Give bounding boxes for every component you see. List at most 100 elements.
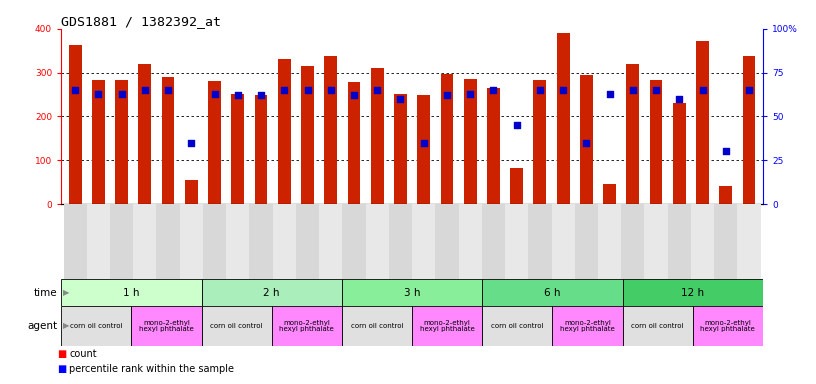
Bar <box>115 79 128 204</box>
Bar <box>435 204 459 279</box>
Bar <box>162 77 175 204</box>
Bar <box>255 95 268 204</box>
Bar <box>319 204 343 279</box>
Bar <box>202 306 272 346</box>
Bar <box>272 306 342 346</box>
Bar <box>673 103 685 204</box>
Bar <box>139 64 151 204</box>
Bar <box>441 74 454 204</box>
Bar <box>324 56 337 204</box>
Bar <box>86 204 110 279</box>
Bar <box>301 66 314 204</box>
Bar <box>598 204 621 279</box>
Text: corn oil control: corn oil control <box>351 323 403 329</box>
Bar <box>510 168 523 204</box>
Bar <box>552 306 623 346</box>
Bar <box>417 95 430 204</box>
Text: agent: agent <box>27 321 57 331</box>
Bar <box>69 45 82 204</box>
Bar <box>394 94 407 204</box>
Bar <box>92 79 104 204</box>
Bar <box>202 279 342 306</box>
Point <box>441 92 454 98</box>
Bar <box>180 204 203 279</box>
Text: 2 h: 2 h <box>264 288 280 298</box>
Bar <box>61 306 131 346</box>
Point <box>534 87 547 93</box>
Point <box>184 140 197 146</box>
Bar <box>366 204 389 279</box>
Bar <box>691 204 714 279</box>
Bar <box>250 204 273 279</box>
Point <box>301 87 314 93</box>
Point <box>696 87 709 93</box>
Text: mono-2-ethyl
hexyl phthalate: mono-2-ethyl hexyl phthalate <box>279 319 335 333</box>
Bar <box>185 180 197 204</box>
Bar <box>459 204 481 279</box>
Bar <box>627 64 639 204</box>
Bar <box>482 306 552 346</box>
Bar <box>738 204 761 279</box>
Point <box>69 87 82 93</box>
Point <box>627 87 640 93</box>
Bar <box>64 204 86 279</box>
Point <box>580 140 593 146</box>
Bar <box>528 204 552 279</box>
Bar <box>743 56 756 204</box>
Text: corn oil control: corn oil control <box>70 323 122 329</box>
Text: 3 h: 3 h <box>404 288 420 298</box>
Bar <box>574 204 598 279</box>
Text: corn oil control: corn oil control <box>491 323 543 329</box>
Point <box>719 148 732 154</box>
Text: percentile rank within the sample: percentile rank within the sample <box>69 364 234 374</box>
Bar <box>232 94 244 204</box>
Text: ■: ■ <box>57 364 66 374</box>
Point <box>417 140 430 146</box>
Bar <box>621 204 645 279</box>
Bar <box>296 204 319 279</box>
Point <box>348 92 361 98</box>
Point <box>370 87 384 93</box>
Bar <box>208 81 221 204</box>
Point <box>510 122 523 128</box>
Text: GDS1881 / 1382392_at: GDS1881 / 1382392_at <box>61 15 221 28</box>
Bar <box>110 204 133 279</box>
Point <box>487 87 500 93</box>
Bar <box>273 204 296 279</box>
Point <box>603 91 616 97</box>
Bar <box>693 306 763 346</box>
Text: 6 h: 6 h <box>544 288 561 298</box>
Text: corn oil control: corn oil control <box>211 323 263 329</box>
Bar <box>343 204 366 279</box>
Bar <box>370 68 384 204</box>
Bar <box>580 75 592 204</box>
Bar <box>342 306 412 346</box>
Text: mono-2-ethyl
hexyl phthalate: mono-2-ethyl hexyl phthalate <box>560 319 615 333</box>
Bar <box>552 204 574 279</box>
Bar <box>714 204 738 279</box>
Text: ▶: ▶ <box>63 321 69 331</box>
Bar <box>131 306 202 346</box>
Text: ▶: ▶ <box>63 288 69 297</box>
Point <box>324 87 337 93</box>
Point <box>743 87 756 93</box>
Bar <box>342 279 482 306</box>
Bar <box>603 184 616 204</box>
Text: mono-2-ethyl
hexyl phthalate: mono-2-ethyl hexyl phthalate <box>419 319 475 333</box>
Text: count: count <box>69 349 97 359</box>
Bar <box>623 279 763 306</box>
Text: ■: ■ <box>57 349 66 359</box>
Text: 12 h: 12 h <box>681 288 704 298</box>
Text: mono-2-ethyl
hexyl phthalate: mono-2-ethyl hexyl phthalate <box>139 319 194 333</box>
Bar <box>348 82 361 204</box>
Bar <box>557 33 570 204</box>
Bar <box>203 204 226 279</box>
Bar <box>534 80 546 204</box>
Bar <box>645 204 667 279</box>
Point <box>394 96 407 102</box>
Bar <box>157 204 180 279</box>
Text: 1 h: 1 h <box>123 288 140 298</box>
Point <box>231 92 244 98</box>
Point <box>255 92 268 98</box>
Text: corn oil control: corn oil control <box>632 323 684 329</box>
